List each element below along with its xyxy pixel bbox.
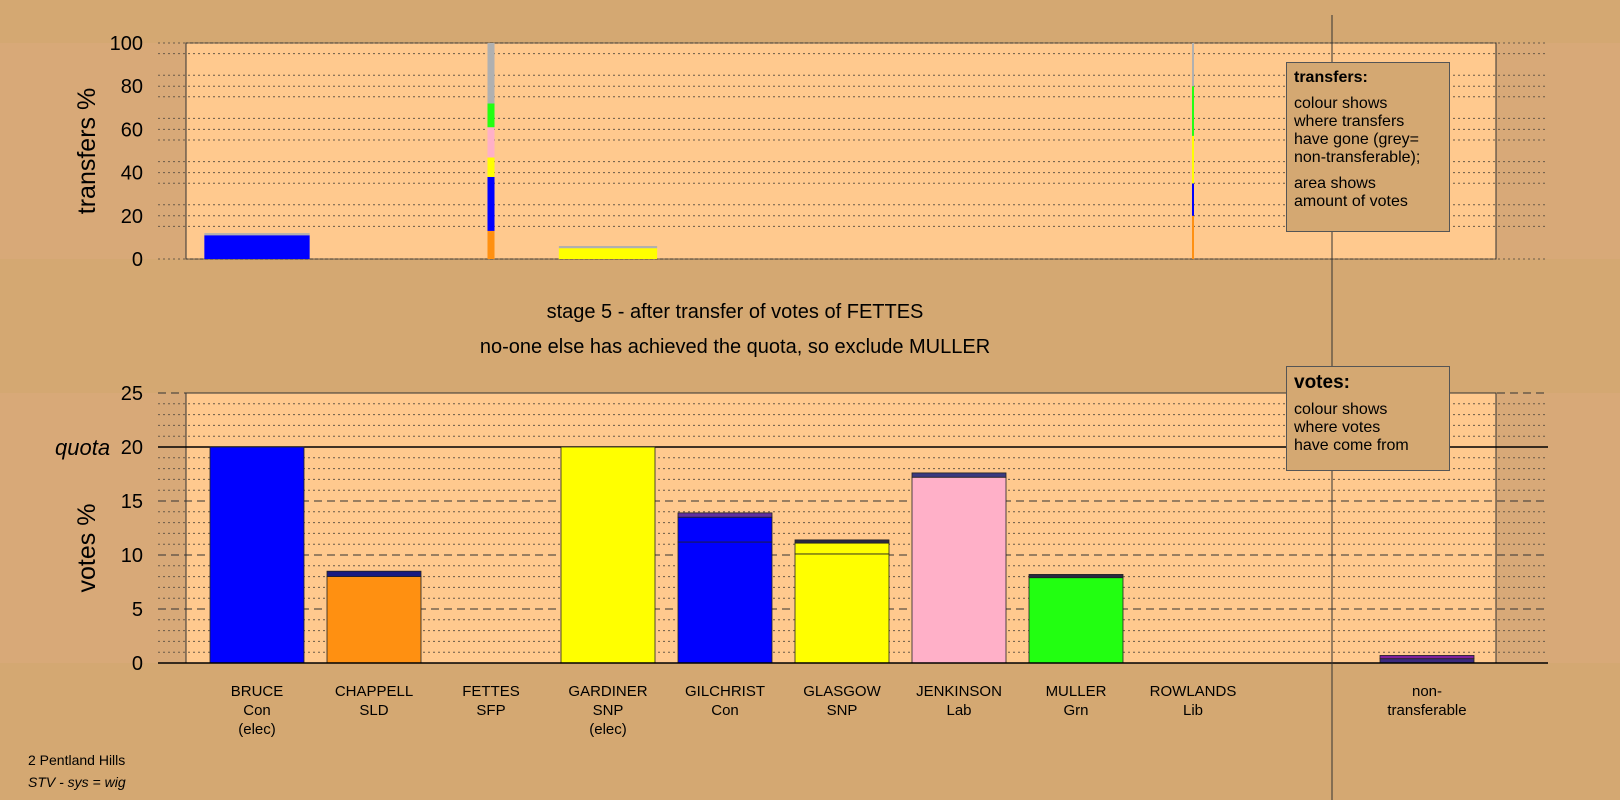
quota-label: quota (55, 435, 110, 460)
votes-legend-line: colour shows (1294, 401, 1388, 418)
candidate-name: ROWLANDS (1150, 683, 1237, 700)
candidate-party: Lib (1183, 702, 1203, 719)
top-tick-label: 100 (110, 33, 143, 55)
top-tick-label: 40 (121, 163, 143, 185)
transfers-legend-line: amount of votes (1294, 193, 1408, 210)
top-tick-label: 60 (121, 119, 143, 141)
vote-bar-segment (677, 516, 773, 543)
votes-legend-line: have come from (1294, 437, 1409, 454)
vote-bar-segment (794, 542, 890, 555)
top-plot-area (185, 42, 1497, 260)
candidate-party: Con (711, 702, 739, 719)
candidate-party: Lab (946, 702, 971, 719)
vote-bar-segment (326, 576, 422, 664)
candidate-name: GLASGOW (803, 683, 881, 700)
stage-title: stage 5 - after transfer of votes of FET… (547, 301, 924, 323)
bottom-tick-label: 5 (132, 599, 143, 621)
votes-legend: votes: colour shows where votes have com… (1286, 366, 1450, 471)
vote-bar-segment (911, 476, 1007, 664)
stage-action: no-one else has achieved the quota, so e… (480, 336, 990, 358)
bottom-tick-label: 25 (121, 383, 143, 405)
nontransferable-label: transferable (1387, 702, 1466, 719)
vote-bar-segment (326, 570, 422, 578)
top-tick-label: 0 (132, 249, 143, 271)
vote-bar-segment (1028, 574, 1124, 579)
transfer-segment (487, 230, 495, 259)
candidate-party: Grn (1063, 702, 1088, 719)
candidate-party: SNP (593, 702, 624, 719)
transfer-segment (558, 248, 658, 259)
vote-bar-segment (1028, 577, 1124, 664)
transfer-segment (204, 233, 310, 236)
top-tick-label: 20 (121, 206, 143, 228)
bottom-y-axis-label: votes % (73, 504, 101, 593)
transfers-legend-line: colour shows (1294, 95, 1388, 112)
transfer-segment (1192, 43, 1194, 87)
system-label: STV - sys = wig (28, 774, 126, 790)
transfer-segment (487, 127, 495, 158)
transfers-legend: transfers: colour shows where transfers … (1286, 62, 1450, 232)
vote-bar-segment (677, 512, 773, 518)
transfer-segment (204, 235, 310, 259)
vote-bar-segment (794, 553, 890, 664)
transfers-legend-line: non-transferable); (1294, 149, 1421, 166)
candidate-name: JENKINSON (916, 683, 1002, 700)
votes-legend-title: votes: (1294, 372, 1350, 393)
candidate-status: (elec) (589, 721, 627, 738)
transfer-segment (487, 43, 495, 104)
candidate-name: FETTES (462, 683, 520, 700)
candidate-status: (elec) (238, 721, 276, 738)
votes-legend-line: where votes (1294, 419, 1381, 436)
candidate-party: SNP (827, 702, 858, 719)
candidate-party: SFP (476, 702, 505, 719)
candidate-party: SLD (359, 702, 388, 719)
vote-bar-segment (911, 472, 1007, 478)
vote-bar-segment (794, 539, 890, 544)
transfer-segment (1192, 135, 1194, 184)
candidate-party: Con (243, 702, 271, 719)
nontransferable-label: non- (1412, 683, 1442, 700)
vote-bar-segment (209, 446, 305, 664)
candidate-name: BRUCE (231, 683, 284, 700)
transfer-segment (1192, 86, 1194, 136)
transfer-segment (487, 176, 495, 231)
transfer-segment (1192, 183, 1194, 216)
top-tick-label: 80 (121, 76, 143, 98)
candidate-name: GARDINER (568, 683, 647, 700)
bottom-tick-label: 0 (132, 653, 143, 675)
candidate-name: CHAPPELL (335, 683, 413, 700)
transfers-legend-line: have gone (grey= (1294, 131, 1419, 148)
vote-bar-segment (677, 541, 773, 664)
bottom-tick-label: 20 (121, 437, 143, 459)
nontransferable-bar-segment (1379, 655, 1475, 660)
transfers-legend-line: where transfers (1294, 113, 1405, 130)
ward-label: 2 Pentland Hills (28, 752, 126, 768)
transfer-segment (487, 103, 495, 128)
transfer-segment (487, 157, 495, 177)
bottom-tick-label: 15 (121, 491, 143, 513)
transfer-segment (1192, 215, 1194, 259)
top-y-axis-label: transfers % (73, 88, 101, 214)
candidate-name: MULLER (1046, 683, 1107, 700)
vote-bar-segment (560, 446, 656, 664)
bottom-tick-label: 10 (121, 545, 143, 567)
transfers-legend-line: area shows (1294, 175, 1376, 192)
candidate-name: GILCHRIST (685, 683, 765, 700)
transfers-legend-title: transfers: (1294, 69, 1368, 86)
transfer-segment (558, 246, 658, 249)
